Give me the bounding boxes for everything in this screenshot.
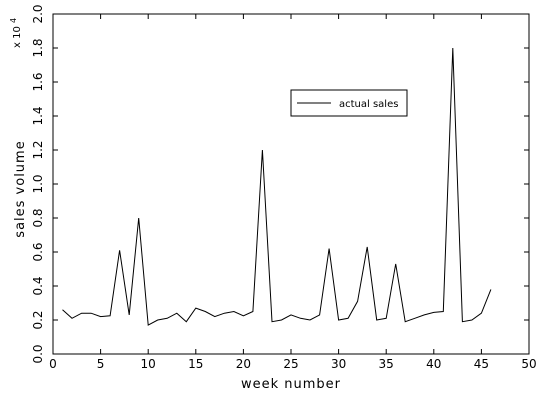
x-tick-label: 30 bbox=[331, 357, 346, 371]
y-tick-label: 2.0 bbox=[31, 4, 45, 23]
y-tick-label: 1.0 bbox=[31, 174, 45, 193]
y-tick-label: 0.0 bbox=[31, 344, 45, 363]
x-tick-label: 20 bbox=[236, 357, 251, 371]
x-axis-label: week number bbox=[241, 377, 341, 392]
x-tick-label: 5 bbox=[97, 357, 105, 371]
y-tick-label: 1.8 bbox=[31, 38, 45, 57]
legend-label-actual-sales: actual sales bbox=[339, 99, 398, 110]
x-tick-label: 15 bbox=[188, 357, 203, 371]
y-tick-label: 1.4 bbox=[31, 106, 45, 125]
x-tick-label: 45 bbox=[474, 357, 489, 371]
y-multiplier-exponent: 4 bbox=[9, 18, 18, 23]
y-tick-label: 0.6 bbox=[31, 242, 45, 261]
y-tick-label: 0.8 bbox=[31, 208, 45, 227]
y-axis-label: sales volume bbox=[13, 140, 28, 237]
x-tick-label: 50 bbox=[521, 357, 536, 371]
x-tick-label: 35 bbox=[379, 357, 394, 371]
x-tick-label: 25 bbox=[283, 357, 298, 371]
y-multiplier-label: x 10 4 bbox=[9, 18, 23, 48]
y-tick-label: 0.2 bbox=[31, 310, 45, 329]
y-tick-label: 1.6 bbox=[31, 72, 45, 91]
x-tick-label: 40 bbox=[426, 357, 441, 371]
y-tick-label: 1.2 bbox=[31, 140, 45, 159]
y-tick-label: 0.4 bbox=[31, 276, 45, 295]
y-multiplier-base: x 10 bbox=[12, 26, 23, 48]
series-line-actual-sales bbox=[62, 47, 492, 326]
x-tick-label: 0 bbox=[49, 357, 57, 371]
x-tick-label: 10 bbox=[141, 357, 156, 371]
